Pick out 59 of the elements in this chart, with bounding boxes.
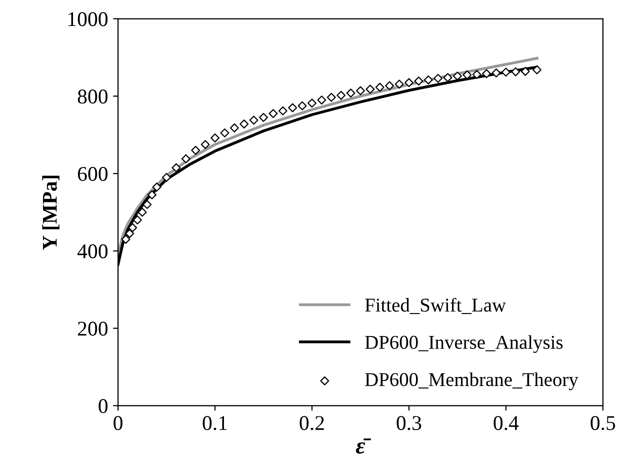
point: [375, 82, 384, 92]
point: [152, 182, 162, 192]
point: [356, 86, 365, 96]
y-tick-label: 600: [78, 166, 108, 181]
point: [191, 146, 200, 155]
x-tick-label: 0.2: [300, 416, 324, 430]
point: [394, 80, 404, 89]
point: [278, 106, 288, 116]
point: [308, 98, 316, 108]
point: [220, 128, 230, 138]
point: [317, 96, 326, 104]
x-tick-label: 0.1: [202, 416, 227, 430]
y-tick-label: 200: [78, 322, 108, 336]
point: [501, 68, 510, 77]
point: [511, 67, 520, 76]
y-axis-title: Y [MPa]: [42, 176, 60, 250]
point: [336, 90, 346, 100]
point: [520, 66, 530, 76]
point: [492, 68, 501, 78]
point: [147, 190, 156, 200]
legend-label: DP600_Membrane_Theory: [365, 372, 578, 390]
y-tick-label: 1000: [68, 12, 108, 26]
point: [142, 200, 152, 209]
point: [346, 88, 356, 98]
point: [162, 172, 171, 182]
point: [385, 81, 394, 90]
y-tick-label: 800: [78, 90, 108, 104]
point: [240, 120, 249, 128]
point: [472, 70, 482, 79]
point: [532, 65, 542, 74]
x-tick-label: 0.4: [494, 416, 519, 430]
point: [172, 163, 181, 172]
legend-label: Fitted_Swift_Law: [365, 298, 506, 314]
point: [288, 103, 298, 112]
point: [434, 74, 443, 83]
x-tick-label: 0.3: [396, 416, 422, 430]
legend-label: DP600_Inverse_Analysis: [365, 335, 563, 353]
point: [249, 116, 258, 125]
point: [326, 92, 336, 102]
point: [200, 140, 210, 149]
point: [181, 154, 190, 164]
point: [482, 69, 492, 78]
point: [298, 101, 307, 110]
x-tick-label: 0.5: [590, 416, 616, 430]
point: [138, 208, 147, 217]
point: [414, 76, 424, 86]
point: [366, 84, 375, 94]
y-tick-label: 0: [98, 399, 108, 414]
y-tick-label: 400: [77, 244, 108, 258]
point: [259, 112, 268, 122]
point: [404, 78, 414, 88]
x-tick-label: 0: [114, 416, 122, 430]
point: [230, 123, 239, 132]
point: [268, 109, 278, 118]
point: [121, 234, 130, 244]
point: [443, 73, 452, 82]
point: [210, 133, 220, 142]
point: [424, 75, 433, 84]
x-axis-title: ε̄: [356, 438, 372, 454]
